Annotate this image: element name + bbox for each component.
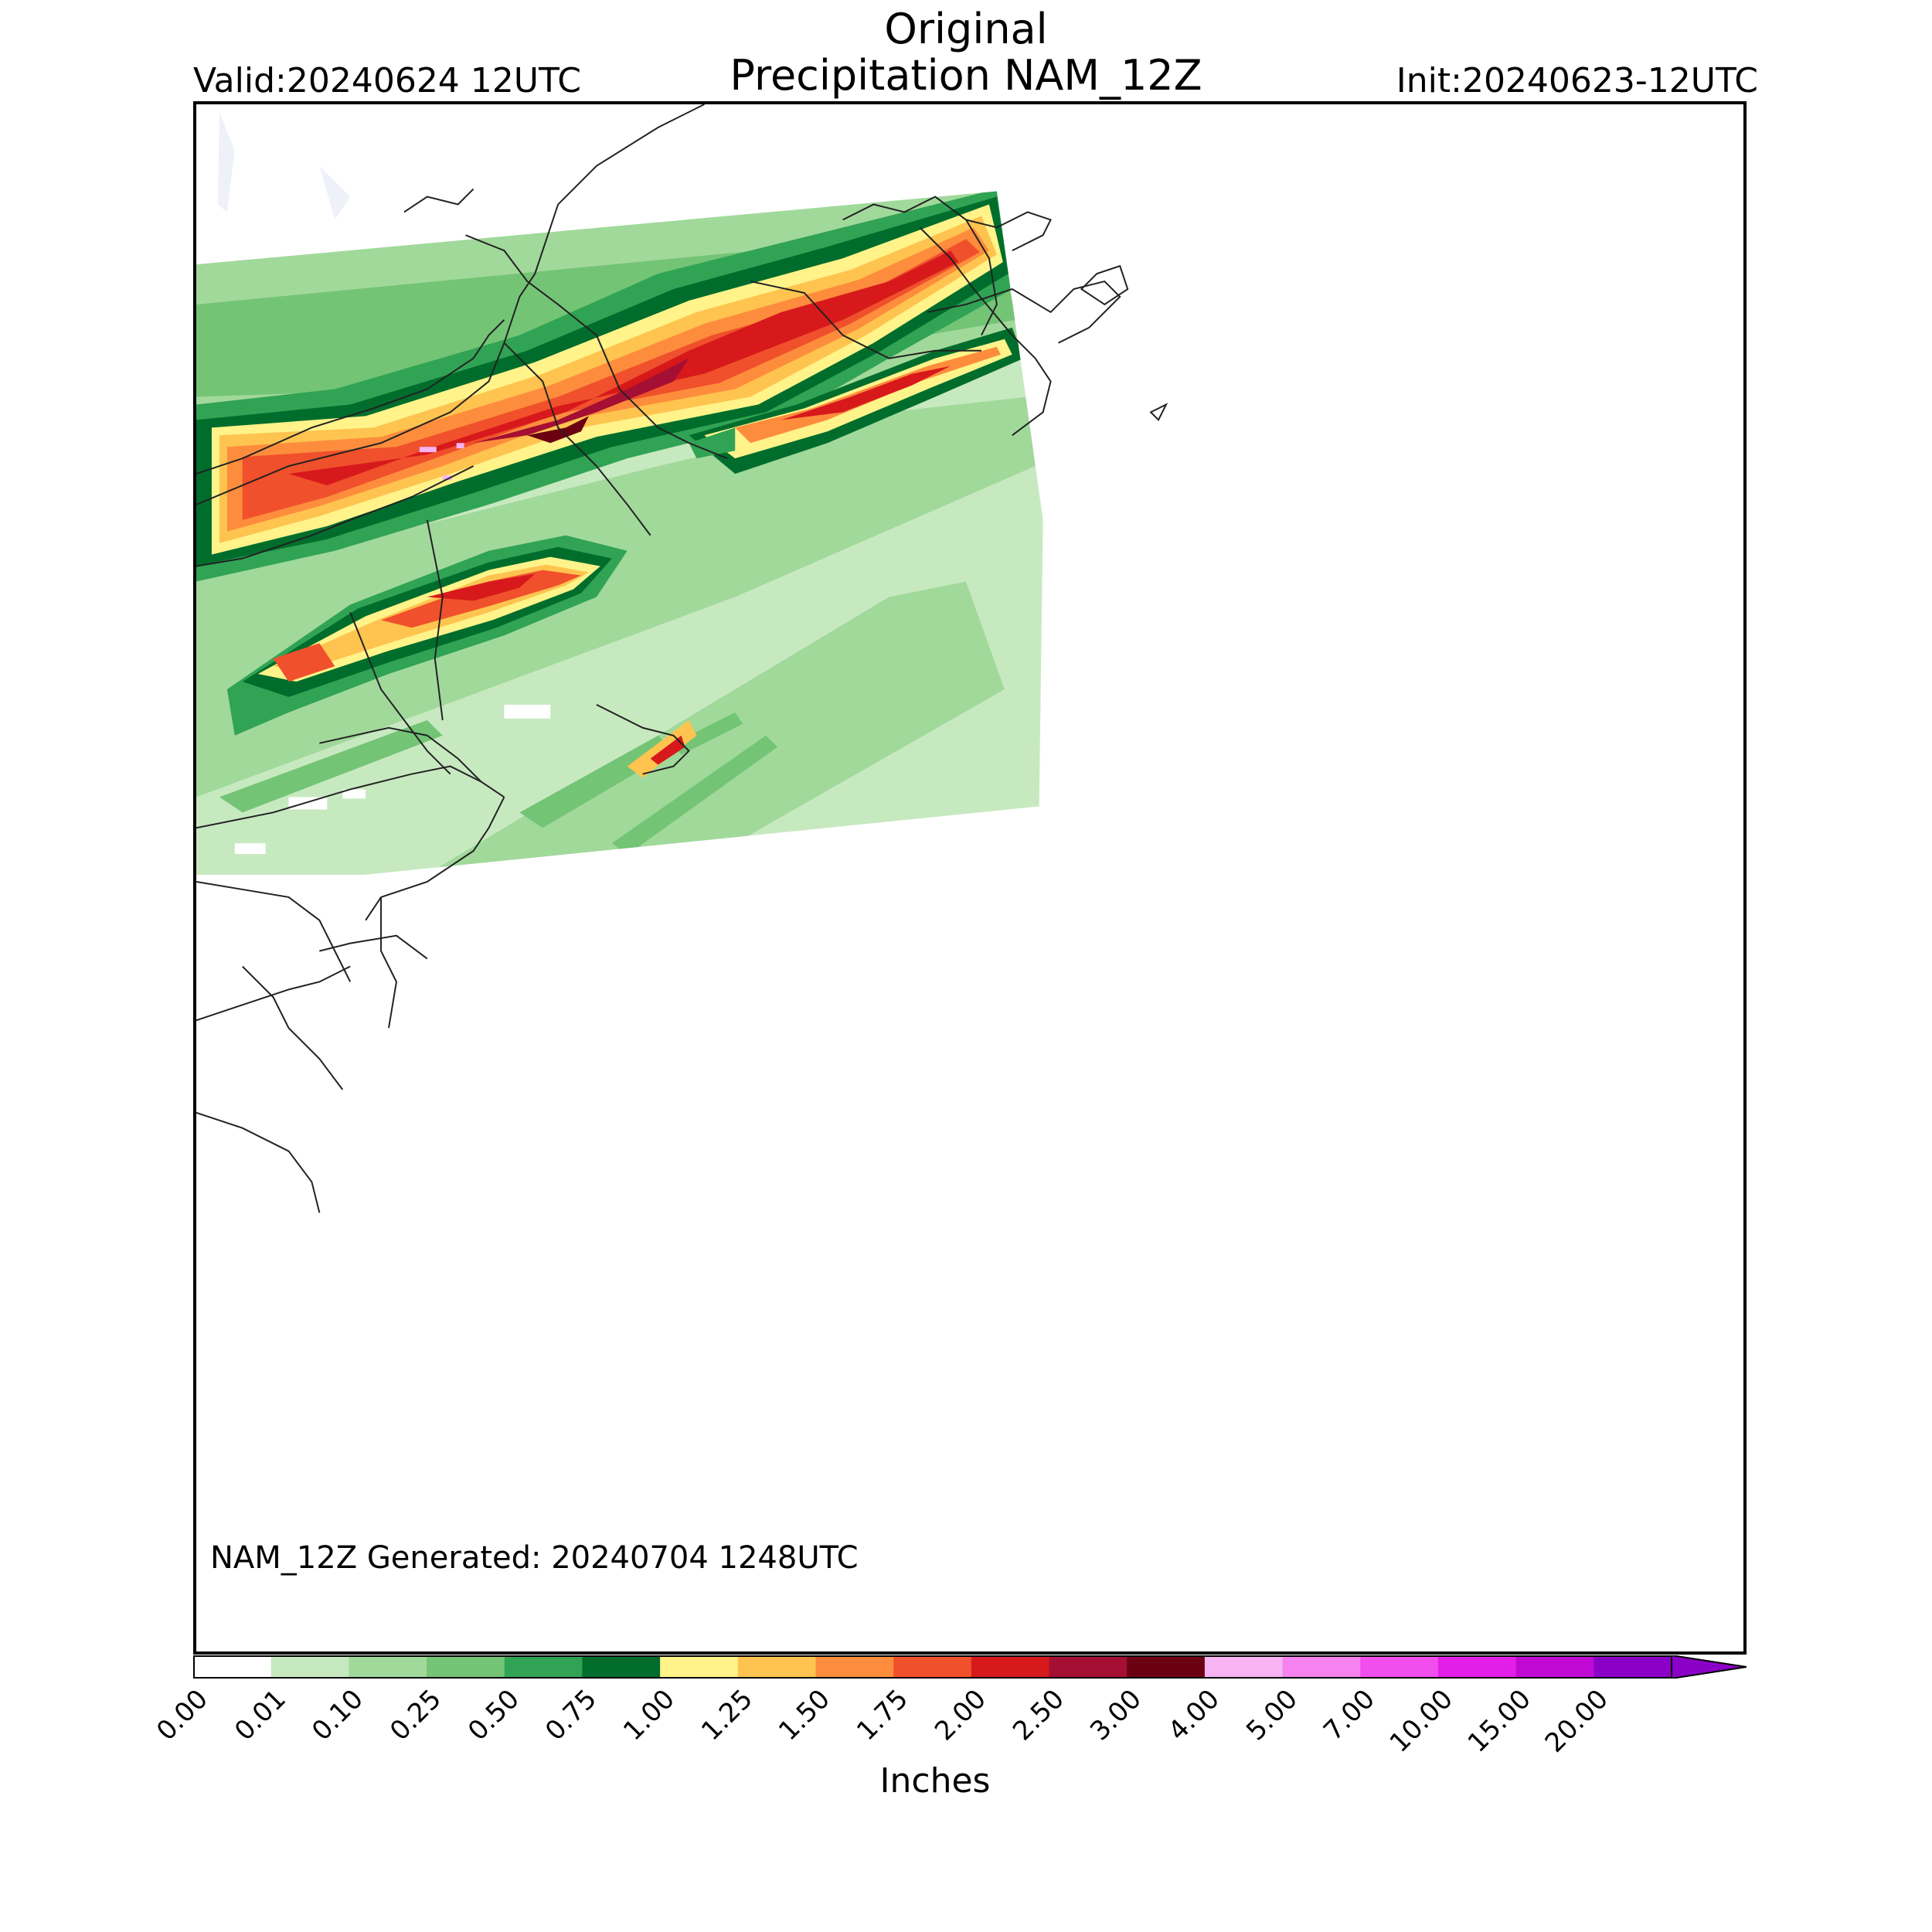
colorbar-tick-label: 0.00 — [151, 1683, 214, 1747]
precipitation-map — [196, 104, 1168, 1213]
colorbar-tick-label: 0.25 — [384, 1683, 447, 1747]
colorbar-tick-label: 1.00 — [617, 1683, 681, 1747]
colorbar-tick-label: 1.25 — [695, 1683, 759, 1747]
colorbar-tick-label: 2.00 — [928, 1683, 992, 1747]
colorbar-tick-label: 7.00 — [1318, 1683, 1382, 1747]
precipitation-domain — [196, 191, 1043, 876]
colorbar-segment — [1360, 1655, 1439, 1679]
title-original: Original — [884, 5, 1048, 53]
colorbar-segment — [1282, 1655, 1361, 1679]
colorbar-segment — [1049, 1655, 1128, 1679]
colorbar-tick-label: 4.00 — [1162, 1683, 1226, 1747]
colorbar-tick-label: 2.50 — [1006, 1683, 1070, 1747]
colorbar-segment — [1515, 1655, 1594, 1679]
colorbar-label: Inches — [879, 1761, 991, 1801]
colorbar-segment — [737, 1655, 816, 1679]
colorbar-segment — [1204, 1655, 1284, 1679]
colorbar-tick-label: 20.00 — [1539, 1683, 1615, 1759]
colorbar-tick-label: 0.01 — [228, 1683, 292, 1747]
colorbar-segment — [1594, 1655, 1672, 1679]
colorbar-segment — [660, 1655, 739, 1679]
colorbar-segment — [582, 1655, 661, 1679]
generated-timestamp: NAM_12Z Generated: 20240704 1248UTC — [210, 1540, 859, 1576]
colorbar-segment — [1437, 1655, 1517, 1679]
colorbar-segment — [1127, 1655, 1206, 1679]
colorbar-segment — [427, 1655, 505, 1679]
colorbar-tick-label: 0.50 — [461, 1683, 526, 1747]
colorbar-segment — [193, 1655, 272, 1679]
coastlines-and-borders — [196, 104, 1168, 1213]
colorbar-tick-label: 0.10 — [306, 1683, 370, 1747]
southern-streaks — [219, 712, 777, 855]
colorbar-extend-arrow — [1671, 1655, 1747, 1679]
title-precipitation-model: Precipitation NAM_12Z — [730, 51, 1202, 100]
colorbar-segments — [193, 1655, 1672, 1679]
colorbar-segment — [349, 1655, 427, 1679]
valid-time-label: Valid:20240624 12UTC — [193, 61, 582, 100]
colorbar-segment — [815, 1655, 894, 1679]
colorbar-segment — [270, 1655, 349, 1679]
colorbar-tick-label: 1.50 — [773, 1683, 837, 1747]
colorbar-tick-label: 5.00 — [1240, 1683, 1304, 1747]
map-panel — [193, 101, 1747, 1655]
colorbar-segment — [893, 1655, 972, 1679]
colorbar-segment — [504, 1655, 583, 1679]
dry-patches — [234, 704, 551, 855]
eastern-rain-band — [689, 327, 1024, 474]
init-time-label: Init:20240623-12UTC — [1396, 61, 1758, 100]
colorbar-segment — [971, 1655, 1050, 1679]
colorbar-tick-label: 0.75 — [539, 1683, 604, 1747]
southern-rain-band — [226, 535, 628, 736]
colorbar — [193, 1655, 1747, 1679]
colorbar-tick-label: 15.00 — [1461, 1683, 1537, 1759]
colorbar-tick-label: 1.75 — [851, 1683, 915, 1747]
northern-rain-band — [196, 191, 1012, 582]
colorbar-tick-label: 3.00 — [1084, 1683, 1148, 1747]
southern-rain-cells — [627, 427, 736, 778]
colorbar-tick-label: 10.00 — [1383, 1683, 1459, 1759]
colorbar-border — [193, 1655, 1672, 1679]
